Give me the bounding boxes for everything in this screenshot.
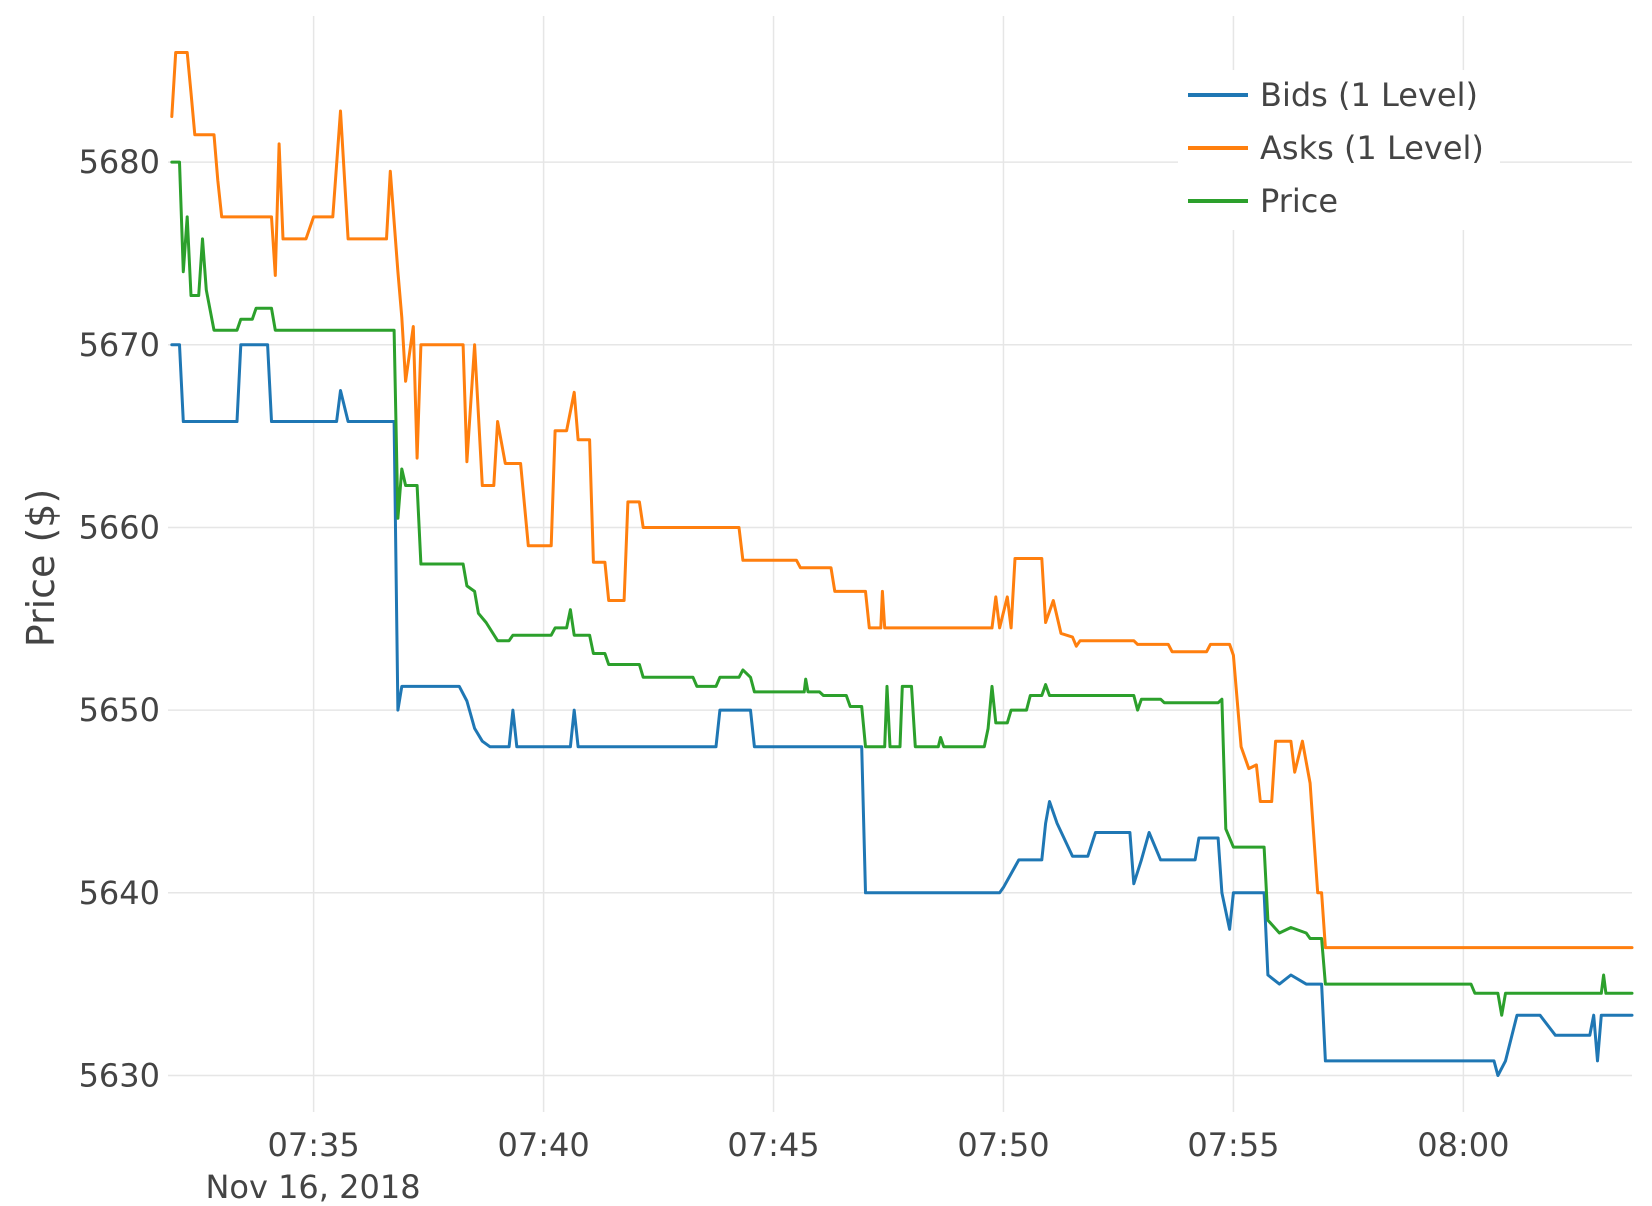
legend-entry-label: Price: [1260, 182, 1338, 220]
y-tick-label: 5680: [79, 143, 160, 181]
axes: 5630 5640 5650 5660 5670 5680 07:35 07:40 07:45 0…: [79, 143, 1510, 1164]
series-line-3: [170, 160, 1634, 1017]
y-tick-label: 5630: [79, 1056, 160, 1094]
x-tick-label: 07:45: [727, 1126, 819, 1164]
x-tick-label: 07:35: [268, 1126, 360, 1164]
legend-entry-label: Bids (1 Level): [1260, 76, 1478, 114]
y-axis-title: Price ($): [19, 489, 63, 648]
series-line-1: [170, 343, 1634, 1077]
y-tick-label: 5650: [79, 691, 160, 729]
plot-area: [170, 51, 1634, 1077]
y-tick-label: 5640: [79, 874, 160, 912]
legend-entry-label: Asks (1 Level): [1260, 129, 1484, 167]
series-line-2: [170, 51, 1634, 950]
x-tick-label: 07:40: [497, 1126, 589, 1164]
x-tick-label: 07:55: [1187, 1126, 1279, 1164]
y-tick-label: 5660: [79, 508, 160, 546]
y-tick-label: 5670: [79, 326, 160, 364]
x-axis-date-label: Nov 16, 2018: [205, 1168, 420, 1206]
x-tick-label: 07:50: [957, 1126, 1049, 1164]
x-tick-label: 08:00: [1417, 1126, 1509, 1164]
legend: Bids (1 Level) Asks (1 Level) Price: [1178, 70, 1500, 230]
